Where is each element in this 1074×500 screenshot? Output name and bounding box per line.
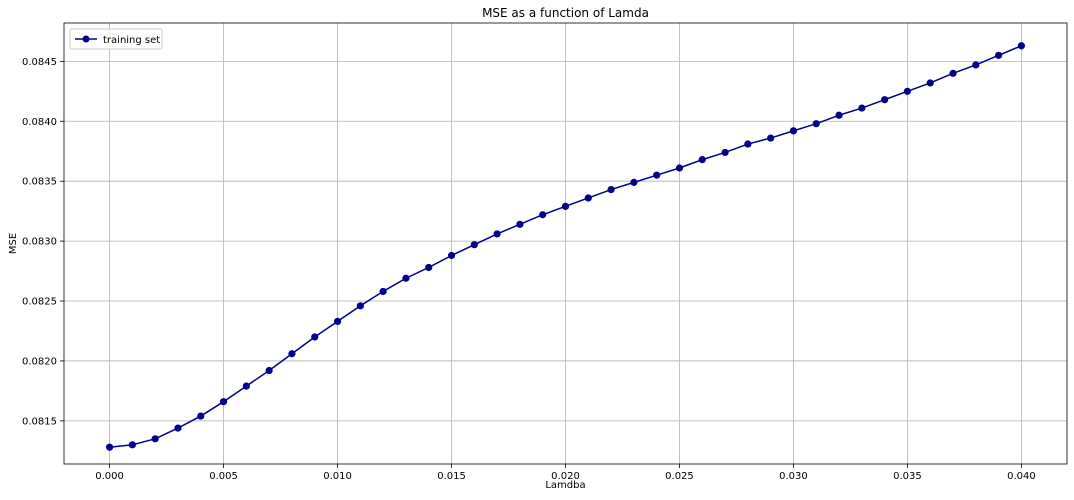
data-point	[447, 251, 456, 260]
data-point	[835, 111, 843, 119]
x-tick-label: 0.015	[437, 471, 466, 482]
data-point	[425, 263, 433, 272]
y-tick-label: 0.0845	[22, 57, 57, 68]
x-tick-label: 0.035	[893, 471, 922, 482]
data-point	[470, 241, 478, 249]
legend: training set	[69, 28, 163, 50]
data-point	[561, 202, 570, 210]
data-point	[379, 287, 387, 296]
data-point	[288, 350, 296, 358]
data-point	[584, 194, 592, 202]
data-point	[607, 185, 615, 194]
y-axis-label: MSE	[8, 233, 19, 254]
data-point	[995, 51, 1003, 59]
axes: 0.000 0.005 0.010 0.015 0.020 0.025 0.030 0.035…	[22, 22, 1068, 482]
x-axis-label: Lamdba	[545, 480, 585, 491]
y-tick-label: 0.0825	[22, 297, 57, 308]
data-point	[903, 87, 912, 95]
data-point	[949, 69, 957, 77]
data-point	[881, 96, 889, 104]
data-point	[333, 317, 342, 325]
data-point	[402, 274, 410, 282]
data-point	[675, 164, 684, 172]
x-tick-label: 0.020	[551, 471, 580, 482]
legend-box	[69, 28, 163, 50]
data-point	[219, 398, 228, 406]
data-point	[789, 127, 798, 135]
chart-text: MSE as a function of Lamda Lamdba MSE	[8, 6, 649, 491]
data-point	[151, 435, 159, 443]
y-tick-label: 0.0840	[22, 117, 57, 128]
y-tick-label: 0.0835	[22, 177, 57, 188]
x-tick-label: 0.040	[1007, 471, 1036, 482]
x-tick-label: 0.000	[95, 471, 124, 482]
data-point	[744, 140, 752, 148]
data-point	[721, 148, 729, 157]
data-point	[972, 61, 980, 69]
data-point	[174, 424, 182, 432]
x-tick-label: 0.005	[209, 471, 238, 482]
data-point	[105, 443, 114, 451]
data-point	[197, 412, 205, 420]
data-point	[767, 134, 775, 142]
data-point	[926, 79, 934, 87]
data-point	[1017, 42, 1026, 50]
data-point	[653, 171, 661, 179]
data-point	[128, 441, 136, 449]
data-point	[356, 302, 364, 310]
grid	[64, 23, 1067, 464]
data-point	[516, 220, 524, 228]
x-tick-label: 0.010	[323, 471, 352, 482]
x-tick-label: 0.025	[665, 471, 694, 482]
y-tick-label: 0.0830	[22, 237, 57, 248]
y-tick-label: 0.0820	[22, 356, 57, 367]
chart-title: MSE as a function of Lamda	[482, 6, 649, 20]
y-tick-label: 0.0815	[22, 416, 57, 427]
series-layer	[105, 42, 1026, 451]
data-point	[311, 333, 319, 341]
x-tick-label: 0.030	[779, 471, 808, 482]
data-point	[265, 366, 273, 375]
data-point	[812, 120, 820, 128]
data-point	[242, 382, 250, 390]
data-point	[539, 211, 547, 219]
data-point	[493, 230, 501, 238]
legend-marker	[82, 35, 90, 43]
legend-label: training set	[103, 35, 160, 46]
data-point	[858, 104, 866, 112]
data-point	[698, 156, 706, 164]
data-point	[630, 178, 638, 186]
